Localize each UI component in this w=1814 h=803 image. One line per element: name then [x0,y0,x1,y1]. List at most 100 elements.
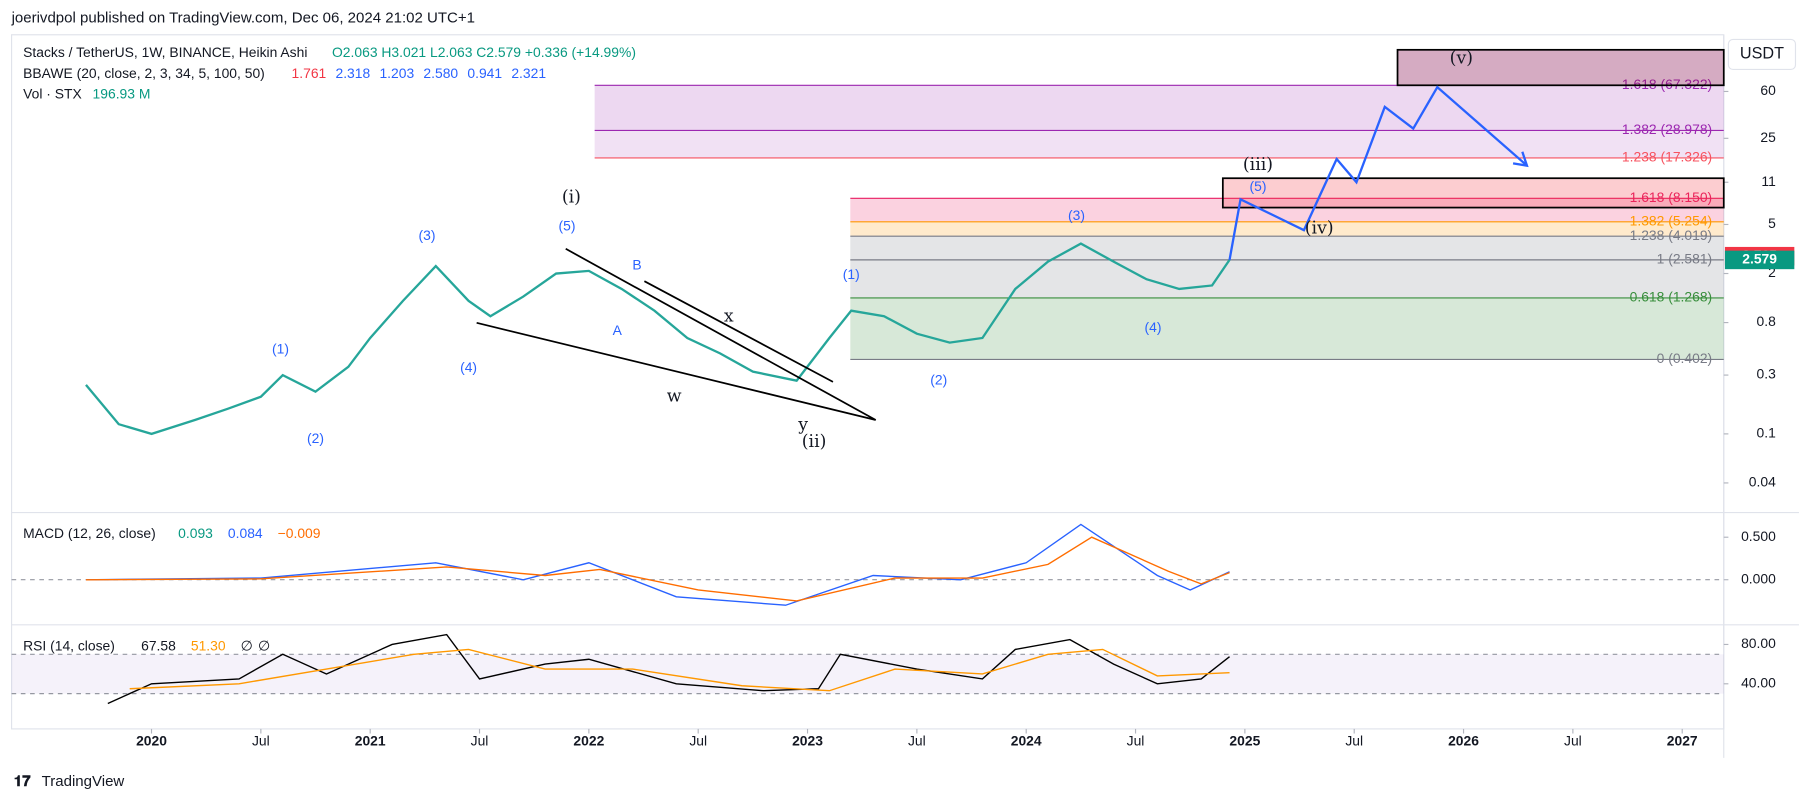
wave-label: (v) [1450,49,1473,69]
wave-label: (2) [930,371,947,387]
fib-label: 1.238 (17.326) [1622,149,1712,165]
pane-title: MACD (12, 26, close) [23,525,156,541]
x-tick-label: Jul [1127,732,1145,748]
wave-label: (iii) [1243,155,1273,175]
target-box [1396,48,1725,87]
arrow-head [1512,151,1529,168]
x-tick-label: 2021 [355,732,386,748]
price-tag-label: 2.579 [1742,251,1777,267]
wave-label: (5) [559,217,576,233]
x-tick-label: 2026 [1448,732,1479,748]
bbawe-value: 2.321 [511,65,546,81]
bbawe-value: 2.580 [423,65,458,81]
y-tick-label: 0.04 [1749,474,1776,490]
bbawe-values: 1.761 2.318 1.203 2.580 0.941 2.321 [292,65,547,81]
fib-zone [850,221,1724,237]
wave-label: (1) [843,266,860,282]
wave-label: (ii) [802,432,827,452]
wave-label: (2) [307,430,324,446]
series-line [85,523,1230,606]
x-tick-label: 2025 [1229,732,1260,748]
pane-value: 51.30 [191,637,226,653]
x-tick-label: 2024 [1011,732,1042,748]
x-tick-label: 2027 [1667,732,1698,748]
fib-label: 0 (0.402) [1657,350,1713,366]
bbawe-value: 1.761 [292,65,327,81]
bbawe: BBAWE (20, close, 2, 3, 34, 5, 100, 50) [23,65,265,81]
wave-label: (3) [419,227,436,243]
pane-value: ∅ [258,637,270,653]
y-tick-label: 2 [1768,264,1776,280]
y-tick-label: 0.000 [1741,570,1776,586]
series-line [1228,85,1528,261]
x-tick-label: 2023 [792,732,823,748]
published-line: joerivdpol published on TradingView.com,… [11,10,475,27]
bbawe-value: 1.203 [379,65,414,81]
x-tick-label: Jul [908,732,926,748]
y-tick-label: 80.00 [1741,635,1776,651]
fib-zone [594,130,1724,158]
pane-value: −0.009 [278,525,321,541]
wave-label: B [632,257,641,273]
y-tick-label: 0.8 [1757,313,1777,329]
fib-zone [850,236,1724,260]
fib-label: 1 (2.581) [1657,251,1713,267]
vol: Vol · STX [23,86,82,102]
y-tick-label: 0.500 [1741,528,1776,544]
y-tick-label: 40.00 [1741,674,1776,690]
symbol: Stacks / TetherUS, 1W, BINANCE, Heikin A… [23,44,307,60]
fib-label: 0.618 (1.268) [1630,289,1713,305]
bbawe-value: 0.941 [467,65,502,81]
wave-label: (4) [460,359,477,375]
fib-label: 1.618 (67.322) [1622,76,1712,92]
wave-label: x [724,306,734,326]
bbawe-value: 2.318 [335,65,370,81]
x-tick-label: Jul [689,732,707,748]
y-tick-label: 60 [1760,82,1776,98]
series-line [129,648,1230,692]
wave-label: (i) [562,187,581,207]
x-tick-label: 2020 [136,732,167,748]
pane-value: 67.58 [141,637,176,653]
fib-zone [850,259,1724,298]
wave-label: (iv) [1305,218,1334,238]
wave-label: (4) [1145,319,1162,335]
x-tick-label: 2022 [573,732,604,748]
y-tick-label: 0.1 [1757,425,1777,441]
wave-label: (3) [1068,207,1085,223]
logo: 𝟏𝟕 [14,773,31,790]
footer: TradingView [42,773,125,790]
y-tick-label: 25 [1760,129,1776,145]
target-box [1221,177,1725,209]
wave-label: (5) [1250,178,1267,194]
fib-zone [594,85,1724,131]
currency[interactable]: USDT [1740,45,1784,63]
fib-label: 1.238 (4.019) [1630,227,1713,243]
series-line [107,633,1230,705]
wave-label: w [667,386,682,406]
y-tick-label: 5 [1768,215,1776,231]
pane-value: 0.093 [178,525,213,541]
fib-zone [850,198,1724,222]
price-tag [1724,250,1795,270]
series-line [85,242,1231,436]
fib-label: 1.382 (5.254) [1630,212,1713,228]
wave-label: (1) [272,341,289,357]
wave-label: A [613,322,623,338]
chart-layer: 60 25 11 5 2 0.8 0.3 0.1 0.04 2020 Jul 2021 Jul 2022 J… [11,48,1795,748]
pane-title: RSI (14, close) [23,637,115,653]
ohlc: O2.063 H3.021 L2.063 C2.579 +0.336 (+14.… [332,44,636,60]
x-tick-label: Jul [471,732,489,748]
vol-value: 196.93 M [93,86,151,102]
pane-value: ∅ [241,637,253,653]
fib-label: 1.618 (8.150) [1630,189,1713,205]
pane-value: 0.084 [228,525,263,541]
x-tick-label: Jul [1564,732,1582,748]
series-line [85,536,1230,602]
trend-line [476,248,877,421]
currency-button[interactable] [1727,38,1797,71]
y-tick-label: 11 [1761,173,1776,189]
fib-zone [850,297,1724,360]
wave-label: y [797,415,808,435]
